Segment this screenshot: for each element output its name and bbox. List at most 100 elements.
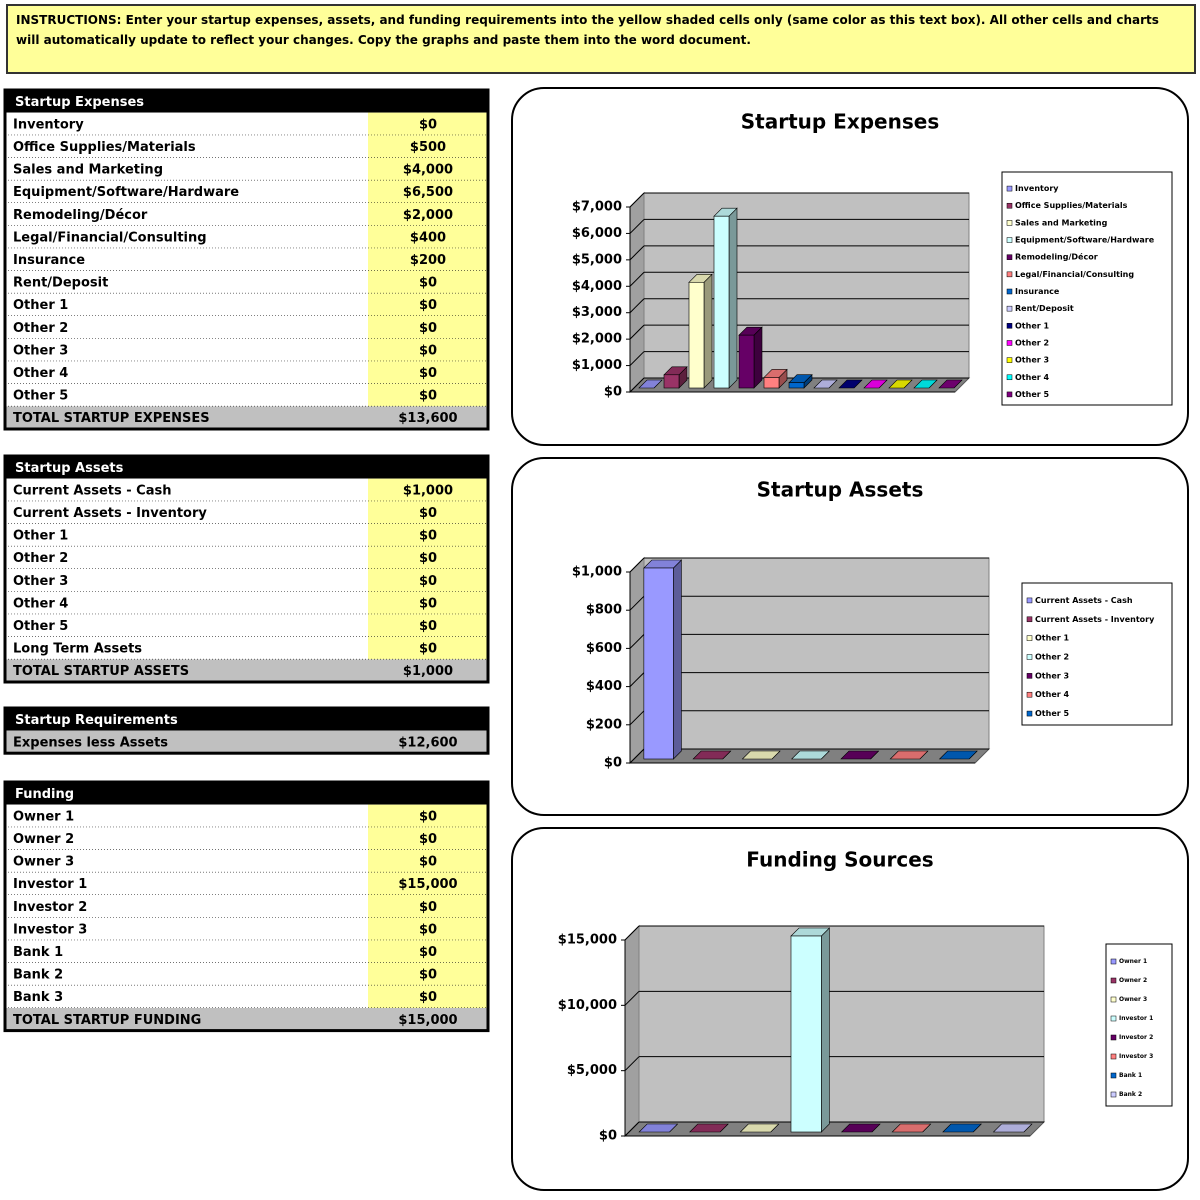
bar-side: [703, 273, 713, 389]
legend-label: Other 4: [1015, 373, 1049, 382]
y-tick-label: $1,000: [572, 358, 622, 373]
bar: [713, 215, 730, 389]
bar-top: [889, 750, 929, 760]
row-value: $0: [419, 298, 437, 313]
legend-label: Owner 1: [1119, 958, 1147, 965]
legend-swatch: [1006, 323, 1013, 329]
grid-line: [624, 1121, 640, 1137]
legend-label: Bank 1: [1119, 1072, 1142, 1079]
label-cell: [5, 478, 368, 502]
label-cell: [5, 361, 368, 384]
bar-top: [938, 379, 963, 389]
label-cell: [5, 180, 368, 203]
total-label: Expenses less Assets: [13, 735, 168, 750]
grid-line: [629, 748, 645, 764]
row-value: $0: [419, 968, 437, 983]
total-row: [5, 406, 488, 429]
label-cell: [5, 293, 368, 316]
grid-line: [629, 351, 645, 366]
label-cell: [5, 636, 368, 660]
legend-label: Other 4: [1035, 690, 1069, 699]
label-cell: [5, 569, 368, 592]
label-cell: [5, 112, 368, 136]
row-label: Other 5: [13, 389, 68, 404]
bar-side: [728, 207, 738, 389]
legend-label: Office Supplies/Materials: [1015, 201, 1128, 210]
total-label: TOTAL STARTUP FUNDING: [13, 1013, 201, 1028]
legend-swatch: [1006, 374, 1013, 381]
label-cell: [5, 895, 368, 918]
legend-swatch: [1110, 1015, 1117, 1022]
bar-top: [942, 1123, 982, 1133]
row-label: Investor 1: [13, 877, 87, 892]
label-cell: [5, 940, 368, 963]
input-cell: [368, 827, 488, 850]
grid-line: [629, 377, 645, 393]
input-cell: [368, 872, 488, 895]
row-label: Insurance: [13, 253, 85, 268]
row-value: $0: [419, 276, 437, 291]
y-tick-label: $0: [604, 756, 622, 771]
total-row: [5, 659, 488, 682]
row-value: $0: [419, 117, 437, 132]
input-cell: [368, 804, 488, 828]
input-cell: [368, 940, 488, 963]
input-cell: [368, 225, 488, 249]
y-tick-label: $3,000: [572, 305, 622, 320]
instructions: INSTRUCTIONS: Enter your startup expense…: [6, 4, 1196, 74]
bar-side: [673, 559, 682, 760]
grid-line: [629, 595, 645, 611]
bar-top: [891, 1123, 932, 1133]
row-value: $0: [419, 321, 437, 336]
row-value: $200: [410, 253, 446, 268]
row-label: Owner 1: [13, 809, 74, 824]
total-value: $1,000: [403, 664, 453, 679]
row-value: $400: [410, 230, 446, 245]
grid-line: [629, 710, 645, 726]
label-cell: [5, 383, 368, 407]
bar: [788, 382, 805, 389]
row-value: $0: [419, 343, 437, 358]
row-label: Other 4: [13, 596, 68, 611]
bar-top: [739, 1123, 780, 1133]
legend-swatch: [1026, 597, 1033, 604]
legend-label: Owner 3: [1119, 996, 1147, 1003]
label-cell: [5, 225, 368, 249]
y-tick-label: $5,000: [567, 1063, 617, 1078]
legend-swatch: [1110, 1034, 1117, 1041]
input-cell: [368, 849, 488, 873]
grid-line: [624, 990, 640, 1006]
grid-line: [629, 634, 645, 649]
legend-box: [1001, 171, 1173, 406]
legend-label: Bank 2: [1119, 1091, 1142, 1098]
label-cell: [5, 248, 368, 271]
back-wall: [638, 925, 1045, 1123]
side-wall: [629, 556, 645, 765]
back-wall: [643, 557, 990, 750]
bar: [643, 567, 674, 760]
label-cell: [5, 501, 368, 524]
row-value: $0: [419, 529, 437, 544]
row-value: $0: [419, 596, 437, 611]
row-label: Legal/Financial/Consulting: [13, 230, 207, 245]
grid-line: [629, 192, 645, 208]
grid-line: [624, 1056, 640, 1072]
bar-top: [638, 379, 663, 389]
legend-label: Sales and Marketing: [1015, 218, 1108, 227]
label-cell: [5, 827, 368, 850]
row-label: Bank 1: [13, 945, 63, 960]
total-label: TOTAL STARTUP ASSETS: [13, 664, 189, 679]
total-value: $13,600: [398, 411, 457, 426]
label-cell: [5, 591, 368, 615]
row-label: Other 5: [13, 619, 68, 634]
side-wall: [629, 191, 645, 394]
bar: [790, 935, 822, 1133]
grid-line: [629, 557, 645, 573]
row-value: $0: [419, 832, 437, 847]
legend-label: Insurance: [1015, 287, 1060, 296]
chart-title: Funding Sources: [746, 848, 933, 872]
table-title: Funding: [15, 787, 74, 802]
row-value: $0: [419, 900, 437, 915]
bar: [663, 374, 680, 389]
legend-swatch: [1110, 977, 1117, 984]
